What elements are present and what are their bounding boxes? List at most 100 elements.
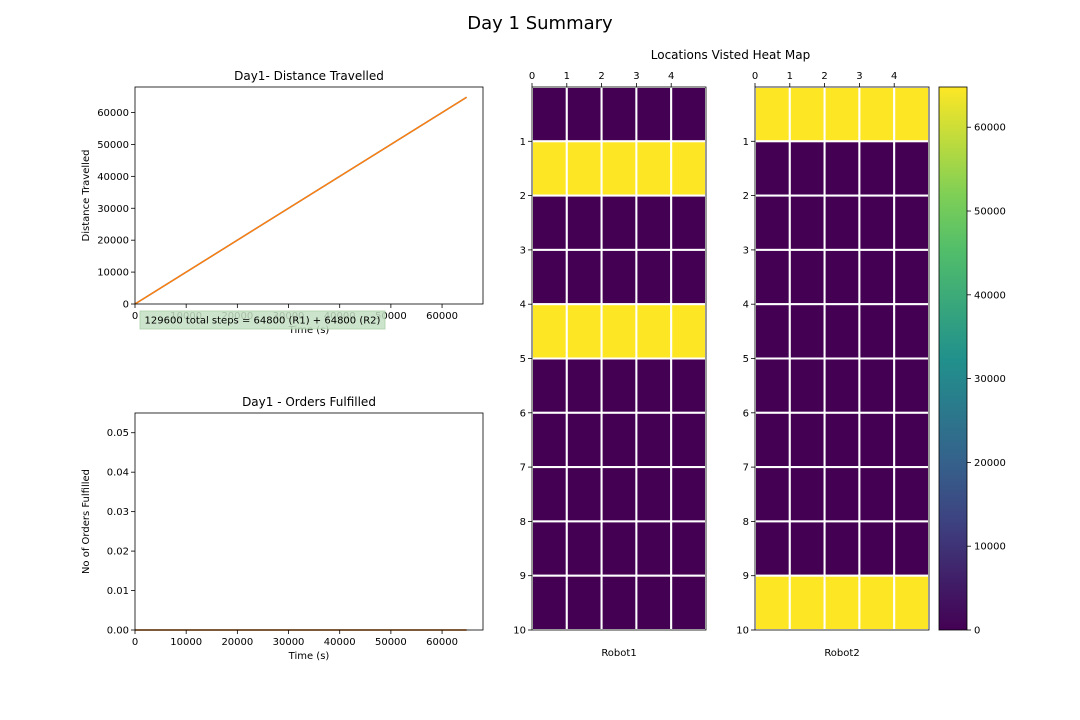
chart-title: Day1- Distance Travelled	[234, 69, 384, 83]
heatmap-cell	[635, 248, 673, 306]
y-tick-label: 0.04	[107, 468, 129, 479]
heatmap-cell	[565, 466, 603, 523]
heatmap-cell	[858, 194, 896, 251]
y-tick-label: 0.05	[107, 428, 129, 439]
heatmap-cell	[531, 303, 568, 360]
heatmap-cell	[531, 140, 568, 197]
y-tick-label: 0	[123, 300, 129, 311]
axes-frame	[134, 412, 484, 631]
heatmap-cell	[823, 86, 861, 143]
figure-suptitle: Day 1 Summary	[467, 13, 613, 34]
heatmap-cell	[823, 520, 861, 577]
x-tick-label: 0	[752, 71, 758, 82]
axes-frame	[134, 86, 484, 305]
x-tick-label: 1	[787, 71, 793, 82]
x-tick-label: 40000	[324, 637, 356, 648]
heatmap-cell	[600, 194, 638, 251]
heatmap-cell	[635, 194, 673, 251]
heatmap-cell	[823, 574, 861, 632]
heatmap-cell	[823, 140, 861, 197]
heatmap-cell	[531, 574, 568, 632]
y-tick-label: 6	[743, 408, 749, 419]
x-tick-label: 2	[821, 71, 827, 82]
heatmap-cell	[531, 357, 568, 414]
y-tick-label: 8	[520, 517, 526, 528]
heatmap-cell	[754, 357, 791, 414]
y-tick-label: 2	[520, 191, 526, 202]
x-tick-label: 4	[891, 71, 897, 82]
heatmap-cell	[531, 466, 568, 523]
heatmap-cell	[788, 248, 826, 306]
y-tick-label: 6	[520, 408, 526, 419]
heatmap-cell	[823, 411, 861, 469]
heatmap-cell	[858, 248, 896, 306]
heatmap-cell	[788, 303, 826, 360]
colorbar-tick-label: 50000	[974, 207, 1006, 218]
heatmap-cell	[754, 86, 791, 143]
x-tick-label: 60000	[426, 637, 458, 648]
chart-title: Locations Visted Heat Map	[651, 48, 810, 62]
heatmap-cell	[893, 248, 931, 306]
heatmap-cell	[635, 411, 673, 469]
heatmap-cell	[858, 357, 896, 414]
heatmap-cell	[893, 86, 931, 143]
heatmap-chart: Locations Visted Heat Map 0 1 2 3 4 1 2 3 4 5 6 7 8 9 1…	[513, 48, 931, 659]
x-tick-label: 3	[856, 71, 862, 82]
y-tick-label: 10	[513, 626, 526, 637]
heatmap-cell	[531, 194, 568, 251]
heatmap-cell	[565, 357, 603, 414]
heatmap-cell	[600, 574, 638, 632]
heatmap-cell	[788, 466, 826, 523]
heatmap-cell	[635, 303, 673, 360]
y-tick-label: 0.02	[107, 547, 129, 558]
heatmap-cell	[788, 357, 826, 414]
colorbar-bar	[938, 86, 968, 631]
annotation-box	[139, 310, 386, 330]
y-tick-label: 4	[743, 300, 749, 311]
x-tick-label: 10000	[170, 637, 202, 648]
heatmap-cell	[893, 140, 931, 197]
orders-chart: Day1 - Orders Fulfilled 0 10000 20000 30000 4…	[81, 395, 484, 662]
y-tick-label: 4	[520, 300, 526, 311]
x-tick-label: 0	[132, 311, 138, 322]
heatmap-cell	[754, 140, 791, 197]
colorbar-tick-label: 10000	[974, 542, 1006, 553]
heatmap-cell	[823, 248, 861, 306]
heatmap-cell	[670, 357, 708, 414]
colorbar-tick-label: 20000	[974, 458, 1006, 469]
heatmap-cell	[893, 466, 931, 523]
heatmap-cell	[893, 194, 931, 251]
heatmap-colorbar: 0 10000 20000 30000 40000 50000 60000	[938, 86, 1006, 637]
panel-label-robot2: Robot2	[824, 648, 859, 659]
heatmap-cell	[754, 466, 791, 523]
x-tick-label: 1	[564, 71, 570, 82]
panel-label-robot1: Robot1	[601, 648, 636, 659]
heatmap-cell	[670, 466, 708, 523]
heatmap-cell	[565, 194, 603, 251]
heatmap-cell	[788, 520, 826, 577]
annotation-text: 129600 total steps = 64800 (R1) + 64800 …	[145, 316, 381, 327]
heatmap-cell	[788, 86, 826, 143]
heatmap-cell	[565, 303, 603, 360]
x-axis-label: Time (s)	[288, 651, 330, 662]
heatmap-cell	[893, 303, 931, 360]
heatmap-cell	[600, 303, 638, 360]
y-tick-label: 7	[520, 463, 526, 474]
heatmap-cell	[858, 303, 896, 360]
x-tick-label: 50000	[375, 311, 407, 322]
heatmap-cell	[600, 520, 638, 577]
y-tick-label: 1	[520, 137, 526, 148]
heatmap-cell	[670, 194, 708, 251]
heatmap-cell	[754, 411, 791, 469]
heatmap-cell	[823, 194, 861, 251]
heatmap-cell	[565, 574, 603, 632]
y-tick-label: 0.00	[107, 626, 129, 637]
y-axis-label: Distance Travelled	[81, 150, 92, 242]
heatmap-cell	[531, 411, 568, 469]
heatmap-cell	[754, 574, 791, 632]
x-tick-label: 60000	[426, 311, 458, 322]
heatmap-cell	[823, 303, 861, 360]
x-tick-label: 0	[529, 71, 535, 82]
heatmap-cell	[754, 194, 791, 251]
